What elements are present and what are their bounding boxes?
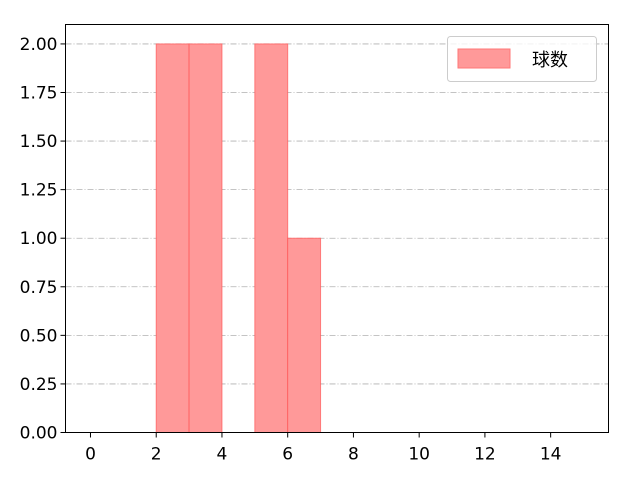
x-tick-label: 8 xyxy=(348,445,359,465)
legend: 球数 xyxy=(447,36,597,82)
y-axis: 0.00 0.25 0.50 0.75 1.00 1.25 1.50 1.75 2.00 xyxy=(20,35,66,444)
legend-swatch xyxy=(457,48,511,69)
x-tick-label: 12 xyxy=(474,445,496,465)
y-tick-label: 1.75 xyxy=(20,84,58,104)
x-tick-label: 10 xyxy=(408,445,430,465)
histogram-bar xyxy=(188,43,223,434)
legend-label: 球数 xyxy=(532,50,568,71)
y-tick-label: 0.00 xyxy=(20,424,58,444)
y-tick-label: 1.25 xyxy=(20,181,58,201)
y-tick-label: 1.50 xyxy=(20,132,58,152)
legend-frame xyxy=(447,36,597,82)
grid-lines xyxy=(65,43,609,385)
x-tick-label: 6 xyxy=(282,445,293,465)
x-tick-label: 14 xyxy=(540,445,562,465)
x-tick-label: 0 xyxy=(85,445,96,465)
plot-frame xyxy=(65,24,609,433)
x-axis: 0 2 4 6 8 10 12 14 xyxy=(85,432,562,465)
histogram-bar xyxy=(254,43,289,434)
x-tick-label: 4 xyxy=(217,445,228,465)
y-tick-label: 1.00 xyxy=(20,229,58,249)
bars xyxy=(155,43,322,434)
y-tick-label: 0.50 xyxy=(20,326,58,346)
x-tick-label: 2 xyxy=(151,445,162,465)
y-tick-label: 0.75 xyxy=(20,278,58,298)
histogram-bar xyxy=(287,237,322,433)
y-tick-label: 0.25 xyxy=(20,375,58,395)
histogram-bar xyxy=(155,43,190,434)
y-tick-label: 2.00 xyxy=(20,35,58,55)
